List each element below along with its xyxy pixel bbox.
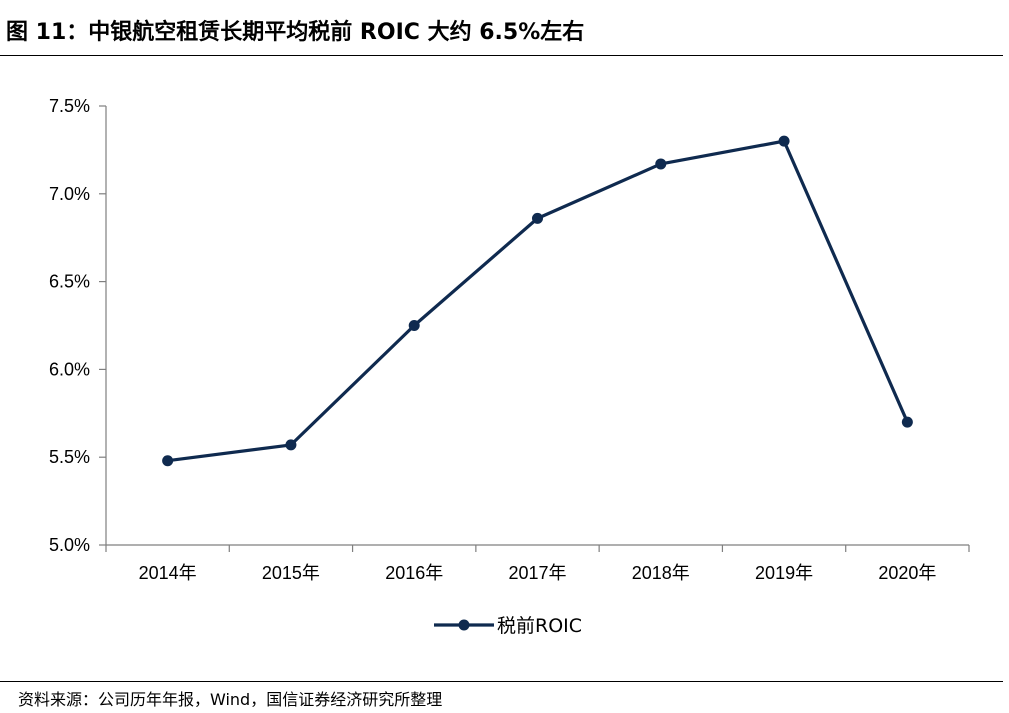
data-point (901, 416, 913, 428)
x-tick-label: 2015年 (262, 563, 320, 583)
chart-series (162, 135, 913, 467)
figure-title: 图 11：中银航空租赁长期平均税前 ROIC 大约 6.5%左右 (6, 20, 585, 45)
y-tick-label: 5.0% (49, 535, 90, 555)
data-point (162, 455, 174, 467)
legend-marker-icon (458, 619, 470, 631)
x-tick-label: 2016年 (385, 563, 443, 583)
legend-label: 税前ROIC (497, 615, 582, 637)
chart-legend: 税前ROIC (434, 615, 582, 637)
y-tick-label: 6.0% (49, 359, 90, 379)
data-point (778, 135, 790, 147)
y-axis-ticks: 5.0% 5.5% 6.0% 6.5% 7.0% 7.5% (49, 96, 106, 555)
x-axis-ticks: 2014年 2015年 2016年 2017年 2018年 2019年 2020年 (105, 545, 970, 583)
x-tick-label: 2017年 (508, 563, 566, 583)
x-tick-label: 2018年 (632, 563, 690, 583)
x-tick-label: 2020年 (878, 563, 936, 583)
source-divider (0, 681, 1003, 682)
title-divider (0, 55, 1003, 56)
x-tick-label: 2014年 (139, 563, 197, 583)
data-point (655, 158, 667, 170)
y-tick-label: 7.0% (49, 184, 90, 204)
data-point (285, 439, 297, 451)
series-line (167, 139, 909, 463)
y-tick-label: 5.5% (49, 447, 90, 467)
y-tick-label: 7.5% (49, 96, 90, 116)
y-tick-label: 6.5% (49, 272, 90, 292)
chart-axes (105, 106, 969, 546)
x-tick-label: 2019年 (755, 563, 813, 583)
source-note: 资料来源：公司历年年报，Wind，国信证券经济研究所整理 (18, 690, 443, 709)
line-chart: 5.0% 5.5% 6.0% 6.5% 7.0% 7.5% 2014年 2015年 2016年… (49, 96, 970, 637)
data-point (408, 320, 420, 331)
data-point (532, 212, 543, 224)
